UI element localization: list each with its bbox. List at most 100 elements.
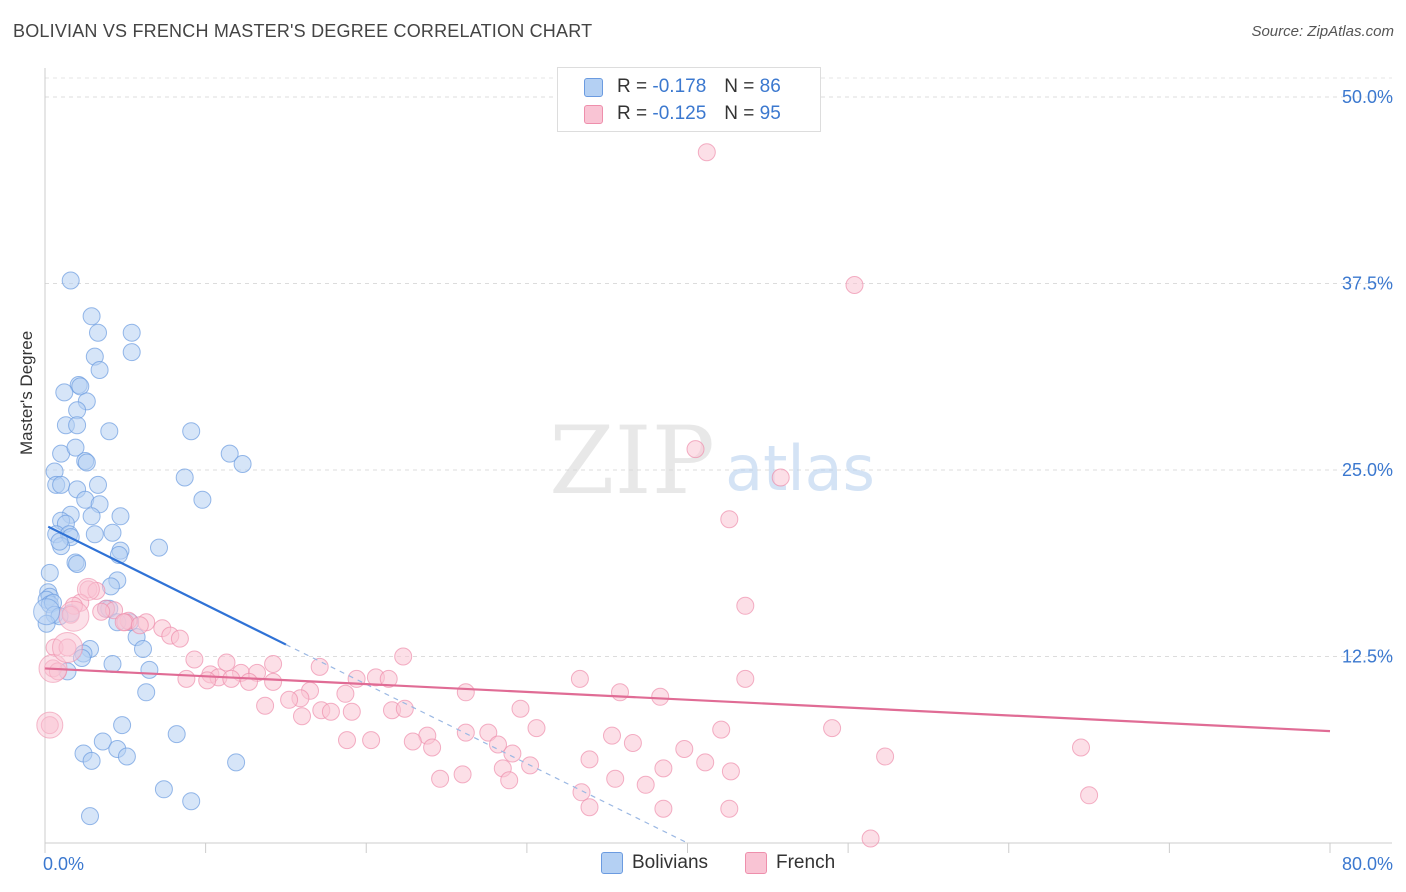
french-point bbox=[58, 600, 90, 632]
french-point bbox=[130, 616, 149, 635]
french-point bbox=[293, 707, 311, 726]
bolivians-point bbox=[227, 753, 246, 772]
french-point bbox=[623, 734, 642, 752]
bolivians-trend-line bbox=[47, 525, 287, 646]
x-tick-label: 0.0% bbox=[43, 854, 84, 874]
french-legend-swatch bbox=[745, 852, 767, 874]
french-point bbox=[736, 596, 755, 615]
french-point bbox=[771, 468, 790, 487]
bolivians-point bbox=[134, 640, 152, 658]
french-point bbox=[823, 719, 842, 738]
bolivians-point bbox=[150, 538, 168, 557]
french-point bbox=[686, 440, 705, 459]
french-point bbox=[876, 747, 895, 766]
french-point bbox=[572, 783, 591, 802]
bolivians-point bbox=[82, 507, 101, 526]
french-point bbox=[720, 799, 739, 818]
series-legend: Bolivians French bbox=[0, 852, 1406, 878]
watermark-zip: ZIP bbox=[549, 407, 715, 516]
n-label: N = bbox=[724, 76, 755, 97]
french-point bbox=[431, 769, 450, 788]
bolivians-point bbox=[85, 525, 104, 544]
french-point bbox=[611, 683, 629, 702]
bolivians-point bbox=[33, 598, 61, 626]
bolivians-point bbox=[82, 307, 101, 326]
bolivians-point bbox=[122, 343, 141, 362]
source-credit: Source: ZipAtlas.com bbox=[1251, 23, 1394, 40]
french-point bbox=[675, 740, 694, 758]
french-point bbox=[712, 720, 731, 739]
french-point bbox=[721, 762, 740, 781]
french-point bbox=[845, 276, 864, 294]
bolivians-point bbox=[117, 747, 136, 766]
french-point bbox=[336, 684, 355, 703]
bolivians-point bbox=[68, 416, 87, 435]
legend-label-french: French bbox=[776, 852, 836, 873]
french-point bbox=[503, 744, 522, 763]
french-point bbox=[240, 672, 258, 691]
french-point bbox=[500, 771, 519, 790]
french-point bbox=[256, 696, 275, 715]
french-point bbox=[489, 735, 507, 754]
french-point bbox=[114, 613, 133, 632]
french-point bbox=[736, 669, 755, 688]
bolivians-point bbox=[61, 271, 80, 290]
legend-item-french[interactable]: French bbox=[745, 852, 835, 874]
french-point bbox=[310, 657, 329, 676]
french-point bbox=[36, 711, 64, 739]
bolivians-point bbox=[40, 563, 59, 582]
french-point bbox=[76, 577, 100, 601]
french-point bbox=[1072, 738, 1090, 757]
french-point bbox=[654, 759, 673, 778]
r-label: R = bbox=[617, 76, 648, 97]
bolivians-point bbox=[103, 655, 122, 673]
bolivians-point bbox=[81, 807, 99, 826]
bolivians-point bbox=[182, 792, 201, 811]
watermark: ZIP atlas bbox=[549, 407, 875, 516]
french-trend-line bbox=[44, 667, 1331, 733]
french-point bbox=[321, 702, 340, 721]
bolivians-point bbox=[113, 716, 132, 735]
bolivians-point bbox=[233, 455, 252, 473]
bolivians-point bbox=[111, 507, 130, 526]
legend-label-bolivians: Bolivians bbox=[632, 852, 709, 873]
french-point bbox=[456, 683, 475, 702]
french-point bbox=[217, 653, 236, 672]
y-tick-label: 37.5% bbox=[1342, 274, 1393, 294]
french-point bbox=[511, 699, 530, 718]
french-point bbox=[720, 510, 739, 529]
bolivians-point bbox=[89, 323, 107, 342]
bolivians-point bbox=[89, 475, 107, 494]
bolivians-point bbox=[68, 555, 87, 573]
bolivians-point bbox=[137, 683, 156, 702]
bolivians-swatch bbox=[584, 77, 603, 97]
french-point bbox=[636, 775, 655, 794]
french-swatch bbox=[584, 104, 603, 124]
bolivians-point bbox=[140, 660, 159, 679]
french-point bbox=[394, 647, 413, 666]
french-point bbox=[453, 765, 472, 784]
french-point bbox=[395, 699, 414, 718]
french-point bbox=[264, 655, 283, 673]
french-point bbox=[423, 738, 442, 757]
french-point bbox=[379, 669, 398, 688]
y-tick-label: 12.5% bbox=[1342, 647, 1393, 667]
bolivians-legend-swatch bbox=[601, 852, 623, 874]
french-point bbox=[264, 672, 283, 691]
r-value: -0.178 bbox=[652, 76, 707, 97]
tick-label-layer: 12.5% 25.0% 37.5% 50.0% 0.0% 80.0% bbox=[43, 87, 1393, 874]
bolivians-point bbox=[103, 523, 122, 542]
french-point bbox=[170, 629, 189, 648]
y-axis-label: Master's Degree bbox=[17, 330, 36, 455]
bolivians-point bbox=[93, 732, 112, 751]
french-point bbox=[1080, 786, 1099, 805]
trend-layer bbox=[44, 525, 1331, 844]
legend-item-bolivians[interactable]: Bolivians bbox=[601, 852, 708, 874]
bolivians-trend-extension bbox=[285, 644, 688, 844]
french-point bbox=[570, 669, 589, 688]
french-point bbox=[654, 799, 673, 818]
bolivians-point bbox=[175, 468, 194, 487]
n-label: N = bbox=[724, 103, 755, 124]
bolivians-point bbox=[77, 453, 96, 472]
french-point bbox=[651, 687, 670, 706]
